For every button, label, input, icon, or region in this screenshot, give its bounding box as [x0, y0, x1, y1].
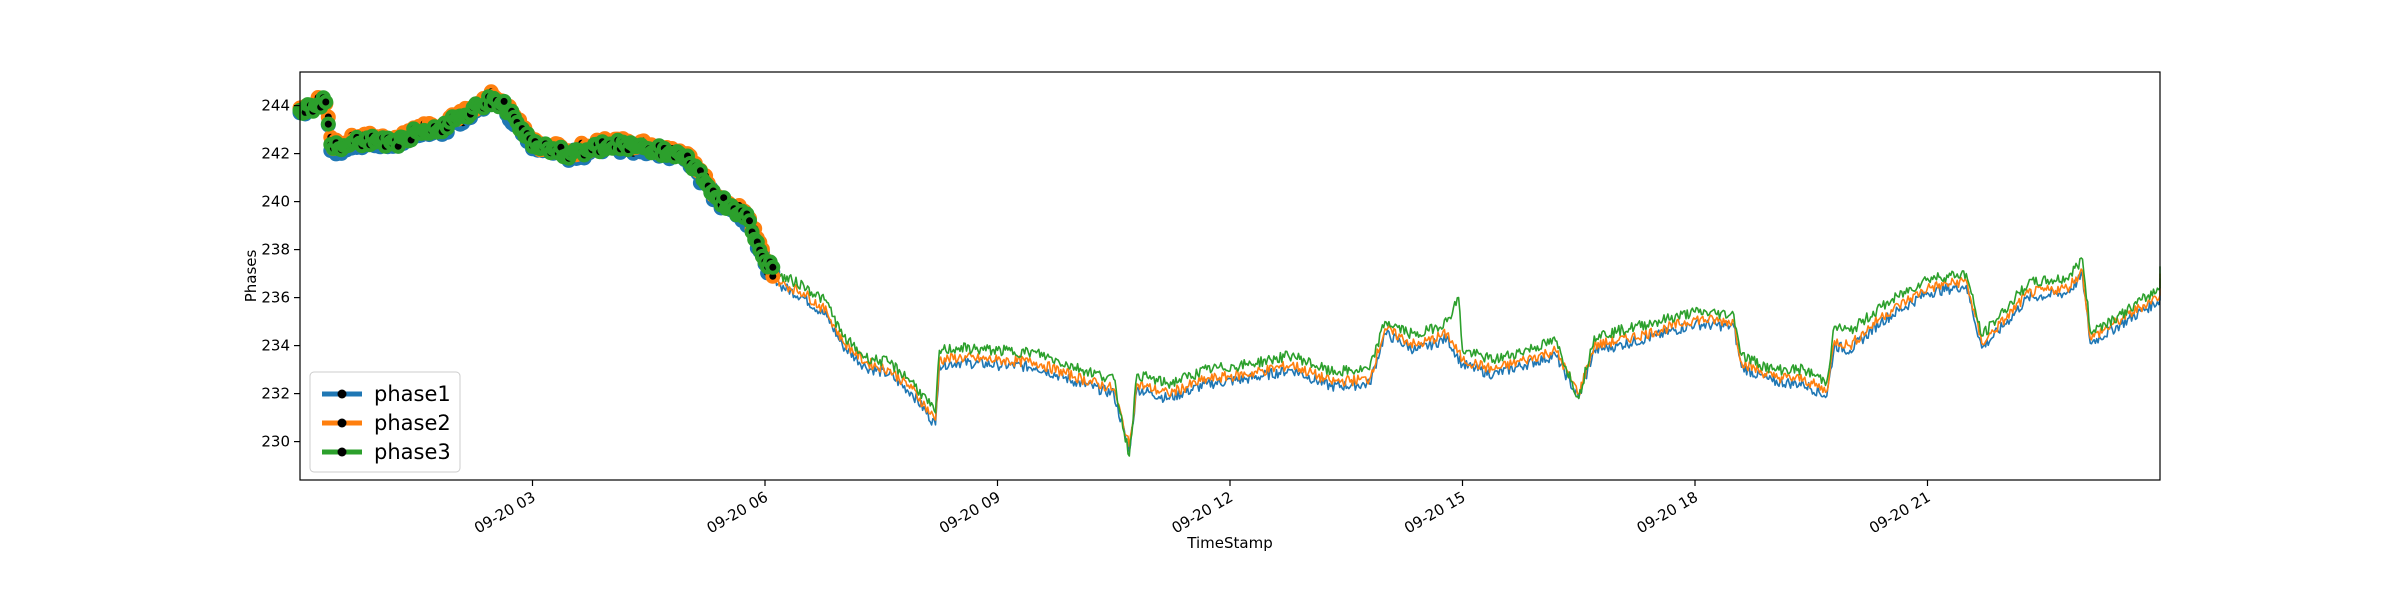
y-tick-label: 240: [261, 193, 290, 211]
legend-label-phase3: phase3: [374, 440, 451, 464]
legend-marker-phase1: [337, 389, 347, 399]
y-tick-label: 230: [261, 433, 290, 451]
plot-area: [292, 71, 2161, 481]
x-axis-title: TimeStamp: [1186, 534, 1272, 552]
y-tick-label: 244: [261, 97, 290, 115]
legend-label-phase2: phase2: [374, 411, 451, 435]
legend-marker-phase2: [337, 418, 347, 428]
y-axis: 230 232 234 236 238 240 242 244: [261, 97, 300, 451]
legend: phase1 phase2 phase3: [309, 371, 461, 473]
y-tick-label: 238: [261, 241, 290, 259]
data-point-phase3: [765, 259, 781, 275]
y-tick-label: 234: [261, 337, 290, 355]
y-tick-label: 236: [261, 289, 290, 307]
y-axis-title: Phases: [242, 250, 260, 303]
legend-marker-phase3: [337, 447, 347, 457]
y-tick-label: 232: [261, 385, 290, 403]
data-point-phase3: [320, 116, 336, 132]
marker-layer: [292, 84, 781, 284]
data-point-phase3: [318, 94, 334, 110]
legend-label-phase1: phase1: [374, 382, 451, 406]
legend-box: [309, 371, 461, 473]
plot-background: [300, 72, 2160, 480]
y-tick-label: 242: [261, 145, 290, 163]
